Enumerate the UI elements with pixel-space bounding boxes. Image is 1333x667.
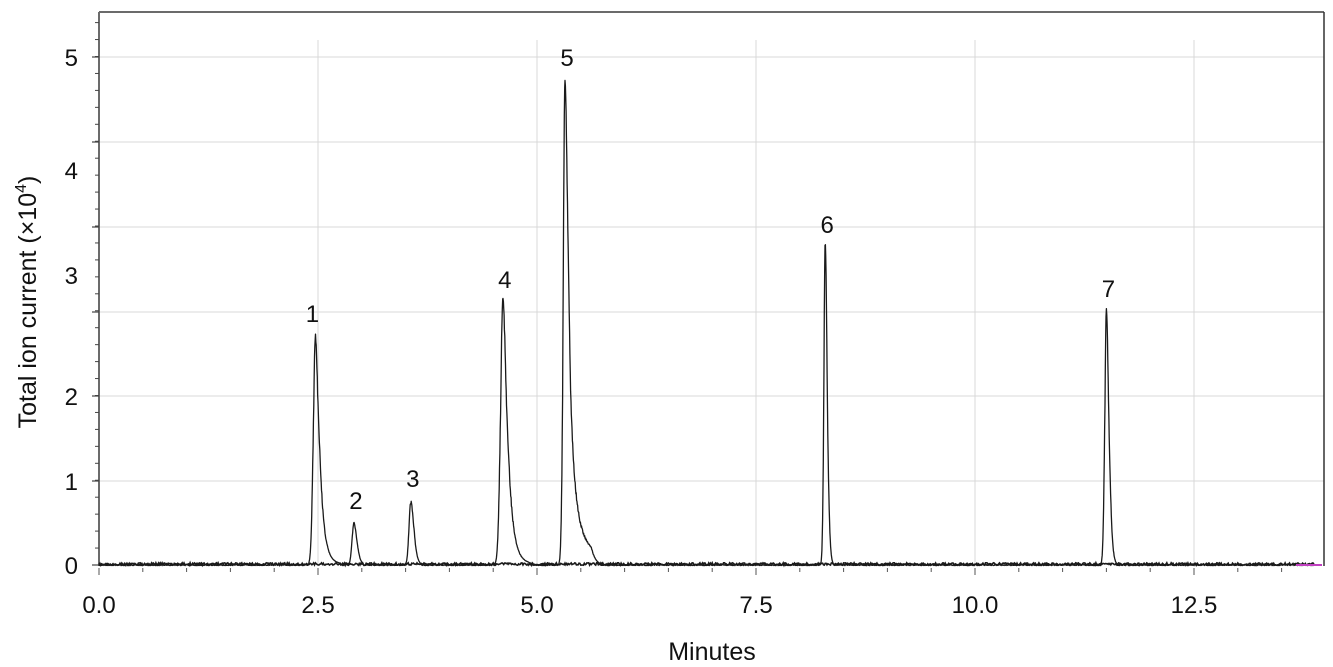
x-tick-label: 5.0 — [520, 592, 553, 619]
chromatogram-trace — [98, 79, 1322, 568]
grid-lines — [99, 40, 1324, 566]
y-axis-title-main: Total ion current (×10 — [14, 193, 42, 429]
y-tick-label: 2 — [65, 384, 78, 411]
peak-label-5: 5 — [560, 45, 573, 72]
y-axis-title: Total ion current (×104) — [13, 176, 42, 429]
y-axis: 0 1 2 3 4 5 — [65, 22, 99, 580]
x-tick-label: 10.0 — [952, 592, 999, 619]
x-tick-label: 12.5 — [1171, 592, 1218, 619]
y-axis-title-close: ) — [14, 176, 42, 184]
peak-label-1: 1 — [306, 301, 319, 328]
x-axis-title: Minutes — [668, 638, 756, 666]
peak-label-7: 7 — [1102, 276, 1115, 303]
y-tick-label: 1 — [65, 469, 78, 496]
peak-label-4: 4 — [498, 267, 511, 294]
y-tick-label: 4 — [65, 158, 78, 185]
peak-label-3: 3 — [406, 466, 419, 493]
y-axis-title-sup: 4 — [13, 184, 30, 193]
y-tick-label: 0 — [65, 553, 78, 580]
trace-line — [98, 79, 1316, 567]
peak-labels: 1 2 3 4 5 6 7 — [306, 45, 1115, 515]
y-tick-label: 3 — [65, 263, 78, 290]
plot-frame — [98, 11, 1325, 566]
peak-label-6: 6 — [821, 212, 834, 239]
x-tick-label: 2.5 — [301, 592, 334, 619]
y-tick-label: 5 — [65, 45, 78, 72]
x-tick-label: 0.0 — [82, 592, 115, 619]
peak-label-2: 2 — [349, 488, 362, 515]
baseline-trace — [98, 560, 1316, 568]
x-axis: 0.0 2.5 5.0 7.5 10.0 12.5 — [82, 568, 1283, 619]
x-tick-label: 7.5 — [739, 592, 772, 619]
